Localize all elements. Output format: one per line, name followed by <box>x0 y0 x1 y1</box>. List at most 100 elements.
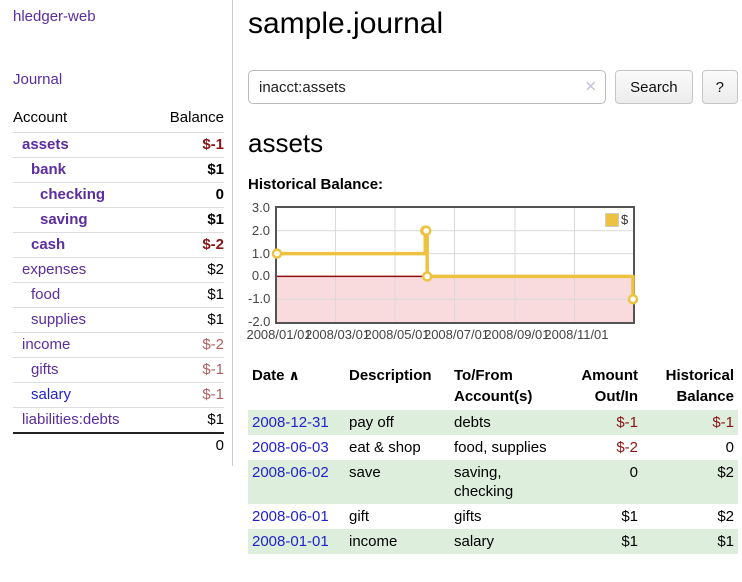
transaction-row: 2008-06-01 gift gifts $1 $2 <box>248 504 738 529</box>
txn-date-cell: 2008-06-01 <box>248 504 345 529</box>
account-link[interactable]: supplies <box>31 311 87 328</box>
account-link[interactable]: assets <box>22 136 69 153</box>
account-link[interactable]: saving <box>40 211 88 228</box>
transaction-row: 2008-06-02 save saving, checking 0 $2 <box>248 460 738 504</box>
y-tick-label: -2.0 <box>248 314 271 329</box>
search-input-wrap: ✕ <box>248 70 607 104</box>
sort-asc-icon: ∧ <box>288 367 300 383</box>
account-balance: $1 <box>152 157 224 183</box>
account-link[interactable]: gifts <box>31 361 59 378</box>
transaction-date-link[interactable]: 2008-06-02 <box>252 464 329 481</box>
x-tick-label: 2008/07/01 <box>423 327 490 342</box>
account-name-cell: assets <box>13 132 153 158</box>
x-tick-label: 2008/03/01 <box>304 327 371 342</box>
accounts-tbody: assets $-1 bank $1 checking 0 saving $1 cash $-2 e… <box>13 132 224 458</box>
account-name-cell: expenses <box>13 257 153 283</box>
txn-amount: $-2 <box>616 439 638 456</box>
account-link[interactable]: income <box>22 336 71 353</box>
x-tick-label: 2008/09/01 <box>484 327 550 342</box>
account-name-cell: gifts <box>13 357 153 383</box>
clear-search-icon[interactable]: ✕ <box>584 78 598 96</box>
transactions-header-row: Date ∧ Description To/From Account(s) Amount O… <box>248 362 738 410</box>
account-link[interactable]: checking <box>40 186 106 203</box>
txn-date-cell: 2008-01-01 <box>248 529 345 554</box>
account-balance: $-2 <box>152 232 224 258</box>
transaction-row: 2008-12-31 pay off debts $-1 $-1 <box>248 410 738 435</box>
account-balance: $-1 <box>152 357 224 383</box>
account-name-cell: liabilities:debts <box>13 407 153 433</box>
account-heading: assets <box>248 128 324 158</box>
transactions-tbody: 2008-12-31 pay off debts $-1 $-1 2008-06-03 ea… <box>248 410 738 554</box>
txn-accounts: food, supplies <box>454 439 547 456</box>
y-tick-label: 1.0 <box>251 245 270 261</box>
txn-balance: 0 <box>725 439 734 456</box>
account-link[interactable]: salary <box>31 386 72 403</box>
legend-label: $ <box>621 212 629 227</box>
account-name-cell: supplies <box>13 307 153 333</box>
x-tick-label: 2008/05/01 <box>364 327 430 342</box>
transaction-date-link[interactable]: 2008-12-31 <box>252 414 329 431</box>
chart-y-axis: 3.0 2.0 1.0 0.0 -1.0 -2.0 <box>248 200 271 329</box>
historical-balance-chart: 3.0 2.0 1.0 0.0 -1.0 -2.0 2008/01/01 2008/03/0… <box>246 200 742 346</box>
account-row: gifts $-1 <box>13 357 224 383</box>
x-tick-label: 2008/01/01 <box>246 327 312 342</box>
accounts-header-row: Account Balance <box>13 106 224 133</box>
y-tick-label: -1.0 <box>248 291 271 307</box>
txn-amount: $1 <box>621 508 638 525</box>
app-title-link[interactable]: hledger-web <box>13 8 96 25</box>
account-link[interactable]: liabilities:debts <box>22 411 120 428</box>
search-button[interactable]: Search <box>615 70 693 104</box>
account-row: assets $-1 <box>13 132 224 158</box>
txn-balance: $2 <box>717 464 734 481</box>
account-link[interactable]: expenses <box>22 261 87 278</box>
total-spacer <box>13 432 153 458</box>
account-name-cell: salary <box>13 382 153 408</box>
account-row: bank $1 <box>13 157 224 183</box>
txn-description: income <box>349 533 398 550</box>
account-balance: $-1 <box>152 382 224 408</box>
page-title: sample.journal <box>248 7 444 40</box>
account-balance: $1 <box>152 407 224 433</box>
txn-amount: $1 <box>621 533 638 550</box>
account-row: cash $-2 <box>13 232 224 258</box>
txn-amount: 0 <box>629 464 638 481</box>
transaction-date-link[interactable]: 2008-06-03 <box>252 439 329 456</box>
chart-title: Historical Balance: <box>248 176 384 193</box>
help-button[interactable]: ? <box>701 70 738 104</box>
search-input[interactable] <box>248 70 607 104</box>
transaction-date-link[interactable]: 2008-01-01 <box>252 533 329 550</box>
account-row: supplies $1 <box>13 307 224 333</box>
account-balance: 0 <box>152 182 224 208</box>
account-name-cell: bank <box>13 157 153 183</box>
transaction-date-link[interactable]: 2008-06-01 <box>252 508 329 525</box>
account-row: income $-2 <box>13 332 224 358</box>
legend-swatch-icon <box>605 212 619 227</box>
accounts-table: Account Balance assets $-1 bank $1 checking 0… <box>13 106 224 458</box>
chart-legend: $ <box>605 212 628 227</box>
txn-col-header-tofrom: To/From Account(s) <box>454 367 533 405</box>
txn-accounts: saving, checking <box>454 464 514 500</box>
txn-balance: $-1 <box>712 414 734 431</box>
txn-balance: $1 <box>717 533 734 550</box>
account-name-cell: income <box>13 332 153 358</box>
search-form: ✕ Search ? <box>248 70 738 104</box>
txn-date-cell: 2008-12-31 <box>248 410 345 435</box>
txn-col-header-historical: Historical Balance <box>665 367 734 405</box>
account-link[interactable]: food <box>31 286 61 303</box>
y-tick-label: 2.0 <box>251 222 270 238</box>
journal-link[interactable]: Journal <box>13 71 63 88</box>
account-name-cell: saving <box>13 207 153 233</box>
account-row: salary $-1 <box>13 382 224 408</box>
txn-accounts: salary <box>454 533 495 550</box>
account-row: saving $1 <box>13 207 224 233</box>
account-balance: $1 <box>152 282 224 308</box>
txn-accounts: debts <box>454 414 491 431</box>
account-link[interactable]: bank <box>31 161 67 178</box>
txn-amount: $-1 <box>616 414 638 431</box>
accounts-header-balance: Balance <box>169 109 224 126</box>
txn-col-header-date[interactable]: Date ∧ <box>252 367 300 384</box>
account-link[interactable]: cash <box>31 236 66 253</box>
txn-description: eat & shop <box>349 439 421 456</box>
account-row: liabilities:debts $1 <box>13 407 224 433</box>
main-content: sample.journal ✕ Search ? assets Histori… <box>233 0 742 554</box>
